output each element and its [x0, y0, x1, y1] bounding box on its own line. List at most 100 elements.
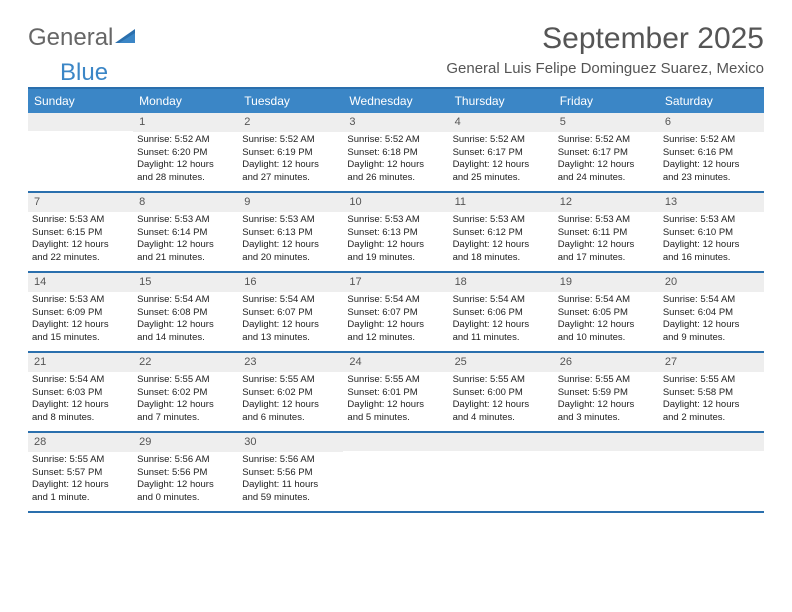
day-line: Sunset: 6:03 PM	[32, 387, 129, 400]
day-cell: 11Sunrise: 5:53 AMSunset: 6:12 PMDayligh…	[449, 193, 554, 271]
day-line: and 20 minutes.	[242, 252, 339, 265]
day-cell: 22Sunrise: 5:55 AMSunset: 6:02 PMDayligh…	[133, 353, 238, 431]
week-row: 7Sunrise: 5:53 AMSunset: 6:15 PMDaylight…	[28, 193, 764, 273]
day-body: Sunrise: 5:52 AMSunset: 6:20 PMDaylight:…	[133, 134, 238, 185]
day-number: 12	[554, 193, 659, 212]
day-line: Daylight: 12 hours	[453, 319, 550, 332]
day-line: Sunrise: 5:53 AM	[347, 214, 444, 227]
day-line: Sunset: 6:15 PM	[32, 227, 129, 240]
day-line: and 11 minutes.	[453, 332, 550, 345]
day-line: Daylight: 12 hours	[32, 479, 129, 492]
day-cell	[28, 113, 133, 191]
day-line: Daylight: 12 hours	[347, 159, 444, 172]
day-line: Sunset: 6:08 PM	[137, 307, 234, 320]
day-line: Sunrise: 5:53 AM	[663, 214, 760, 227]
day-cell: 8Sunrise: 5:53 AMSunset: 6:14 PMDaylight…	[133, 193, 238, 271]
day-line: Daylight: 11 hours	[242, 479, 339, 492]
day-body: Sunrise: 5:53 AMSunset: 6:15 PMDaylight:…	[28, 214, 133, 265]
day-number: 30	[238, 433, 343, 452]
day-line: Sunrise: 5:53 AM	[32, 294, 129, 307]
day-line: Daylight: 12 hours	[32, 239, 129, 252]
location-subtitle: General Luis Felipe Dominguez Suarez, Me…	[446, 60, 764, 77]
day-cell: 23Sunrise: 5:55 AMSunset: 6:02 PMDayligh…	[238, 353, 343, 431]
day-body: Sunrise: 5:52 AMSunset: 6:17 PMDaylight:…	[554, 134, 659, 185]
day-line: Sunrise: 5:52 AM	[558, 134, 655, 147]
day-line: Sunrise: 5:55 AM	[453, 374, 550, 387]
day-line: Sunset: 5:56 PM	[242, 467, 339, 480]
day-line: and 18 minutes.	[453, 252, 550, 265]
calendar: Sunday Monday Tuesday Wednesday Thursday…	[28, 87, 764, 513]
day-body: Sunrise: 5:56 AMSunset: 5:56 PMDaylight:…	[133, 454, 238, 505]
day-body: Sunrise: 5:55 AMSunset: 5:59 PMDaylight:…	[554, 374, 659, 425]
day-number: 19	[554, 273, 659, 292]
day-line: and 4 minutes.	[453, 412, 550, 425]
day-line: Sunrise: 5:54 AM	[242, 294, 339, 307]
day-line: Sunset: 6:16 PM	[663, 147, 760, 160]
day-line: Sunset: 6:11 PM	[558, 227, 655, 240]
day-line: and 3 minutes.	[558, 412, 655, 425]
day-body: Sunrise: 5:55 AMSunset: 6:00 PMDaylight:…	[449, 374, 554, 425]
day-line: Daylight: 12 hours	[242, 399, 339, 412]
day-line: Sunrise: 5:55 AM	[32, 454, 129, 467]
day-body: Sunrise: 5:52 AMSunset: 6:16 PMDaylight:…	[659, 134, 764, 185]
day-line: Daylight: 12 hours	[558, 399, 655, 412]
day-number	[343, 433, 448, 451]
day-line: Sunrise: 5:55 AM	[558, 374, 655, 387]
day-line: and 23 minutes.	[663, 172, 760, 185]
day-line: Daylight: 12 hours	[32, 319, 129, 332]
day-number: 10	[343, 193, 448, 212]
day-line: and 28 minutes.	[137, 172, 234, 185]
day-line: Sunset: 5:58 PM	[663, 387, 760, 400]
day-line: Sunrise: 5:53 AM	[32, 214, 129, 227]
day-number: 24	[343, 353, 448, 372]
day-number	[449, 433, 554, 451]
day-cell	[659, 433, 764, 511]
day-number	[554, 433, 659, 451]
day-number: 18	[449, 273, 554, 292]
day-number	[659, 433, 764, 451]
weeks-container: 1Sunrise: 5:52 AMSunset: 6:20 PMDaylight…	[28, 113, 764, 513]
day-number: 20	[659, 273, 764, 292]
day-line: Sunset: 6:02 PM	[242, 387, 339, 400]
day-body: Sunrise: 5:54 AMSunset: 6:08 PMDaylight:…	[133, 294, 238, 345]
day-line: and 26 minutes.	[347, 172, 444, 185]
day-line: Sunrise: 5:52 AM	[663, 134, 760, 147]
day-number: 13	[659, 193, 764, 212]
day-line: Sunrise: 5:55 AM	[347, 374, 444, 387]
day-number: 17	[343, 273, 448, 292]
day-line: Daylight: 12 hours	[347, 319, 444, 332]
day-line: and 27 minutes.	[242, 172, 339, 185]
day-body: Sunrise: 5:53 AMSunset: 6:10 PMDaylight:…	[659, 214, 764, 265]
day-number: 7	[28, 193, 133, 212]
day-body: Sunrise: 5:53 AMSunset: 6:11 PMDaylight:…	[554, 214, 659, 265]
day-body: Sunrise: 5:52 AMSunset: 6:18 PMDaylight:…	[343, 134, 448, 185]
day-number: 14	[28, 273, 133, 292]
day-cell: 6Sunrise: 5:52 AMSunset: 6:16 PMDaylight…	[659, 113, 764, 191]
day-cell: 16Sunrise: 5:54 AMSunset: 6:07 PMDayligh…	[238, 273, 343, 351]
day-line: and 21 minutes.	[137, 252, 234, 265]
day-cell: 26Sunrise: 5:55 AMSunset: 5:59 PMDayligh…	[554, 353, 659, 431]
day-line: Daylight: 12 hours	[137, 239, 234, 252]
day-number: 27	[659, 353, 764, 372]
day-line: and 24 minutes.	[558, 172, 655, 185]
day-number: 29	[133, 433, 238, 452]
day-line: Sunrise: 5:56 AM	[242, 454, 339, 467]
day-line: Daylight: 12 hours	[347, 239, 444, 252]
day-line: Daylight: 12 hours	[347, 399, 444, 412]
day-cell: 1Sunrise: 5:52 AMSunset: 6:20 PMDaylight…	[133, 113, 238, 191]
day-line: and 1 minute.	[32, 492, 129, 505]
day-cell	[343, 433, 448, 511]
day-line: and 9 minutes.	[663, 332, 760, 345]
day-line: Daylight: 12 hours	[32, 399, 129, 412]
day-number: 22	[133, 353, 238, 372]
day-body: Sunrise: 5:55 AMSunset: 6:02 PMDaylight:…	[238, 374, 343, 425]
day-line: and 19 minutes.	[347, 252, 444, 265]
day-body: Sunrise: 5:54 AMSunset: 6:07 PMDaylight:…	[238, 294, 343, 345]
weekday-header: Thursday	[449, 89, 554, 113]
day-number: 5	[554, 113, 659, 132]
day-cell: 21Sunrise: 5:54 AMSunset: 6:03 PMDayligh…	[28, 353, 133, 431]
day-line: Sunset: 6:07 PM	[242, 307, 339, 320]
day-line: Sunrise: 5:56 AM	[137, 454, 234, 467]
day-line: Sunrise: 5:54 AM	[663, 294, 760, 307]
day-line: Sunset: 6:14 PM	[137, 227, 234, 240]
